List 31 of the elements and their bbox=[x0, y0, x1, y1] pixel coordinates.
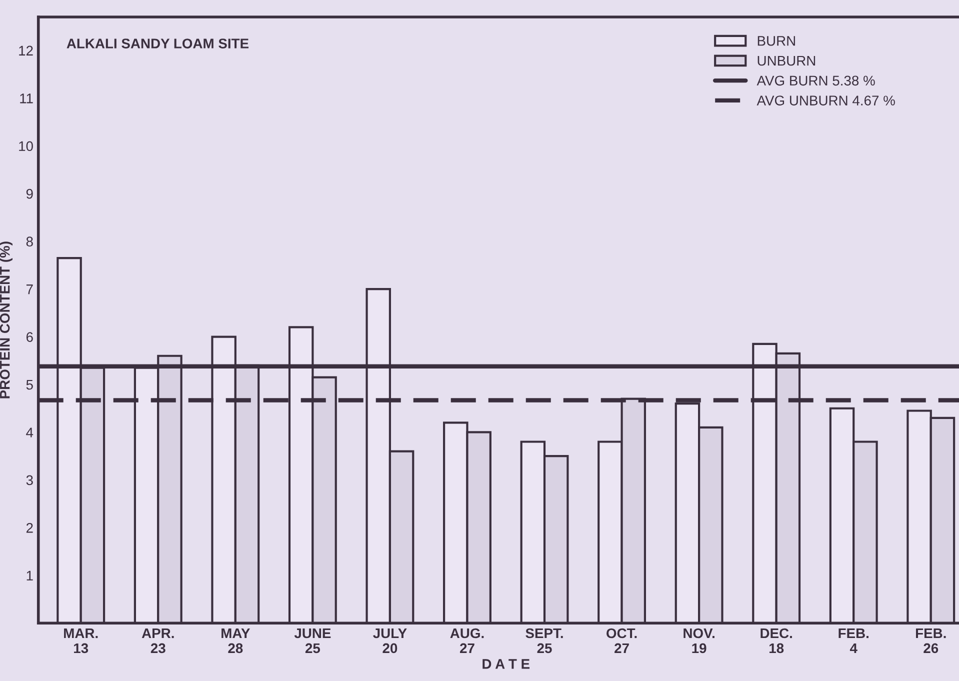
y-tick-label: 10 bbox=[19, 141, 33, 152]
x-tick-label: FEB. 26 bbox=[916, 628, 946, 654]
x-tick-label: FEB. 4 bbox=[838, 628, 868, 653]
x-tick-label: DEC. 18 bbox=[760, 628, 792, 654]
legend-label: BURN bbox=[758, 36, 795, 46]
x-tick-label: SEPT. 25 bbox=[526, 628, 563, 654]
y-tick-label: 9 bbox=[26, 188, 33, 199]
x-tick-label: MAY 28 bbox=[222, 628, 250, 654]
x-tick-label: JUNE 25 bbox=[294, 628, 331, 654]
x-tick-label: MAR. 13 bbox=[64, 628, 98, 654]
x-tick-label: APR. 23 bbox=[142, 628, 174, 654]
x-tick-label: JULY 20 bbox=[373, 628, 407, 654]
legend-label: AVG UNBURN 4.67 % bbox=[756, 96, 895, 106]
y-tick-label: 12 bbox=[19, 46, 33, 56]
legend-label: AVG BURN 5.38 % bbox=[756, 76, 875, 86]
y-tick-label: 8 bbox=[26, 236, 33, 246]
y-tick-label: 11 bbox=[20, 94, 33, 104]
legend-label: UNBURN bbox=[758, 56, 816, 66]
y-axis-title: PROTEIN CONTENT (%) bbox=[0, 242, 12, 398]
y-tick-label: 4 bbox=[26, 428, 34, 438]
x-axis-title: D A T E bbox=[482, 659, 530, 669]
x-tick-label: NOV. 19 bbox=[684, 628, 714, 654]
y-tick-label: 7 bbox=[26, 284, 33, 294]
text: ALKALI SANDY LOAM SITE bbox=[66, 38, 248, 48]
y-tick-label: 5 bbox=[26, 380, 33, 390]
x-tick-label: AUG. 27 bbox=[450, 628, 484, 653]
y-tick-label: 2 bbox=[26, 523, 33, 533]
y-tick-label: 3 bbox=[26, 475, 33, 486]
x-tick-label: OCT. 27 bbox=[606, 628, 637, 653]
y-tick-label: 6 bbox=[26, 332, 33, 342]
y-tick-label: 1 bbox=[26, 570, 33, 580]
